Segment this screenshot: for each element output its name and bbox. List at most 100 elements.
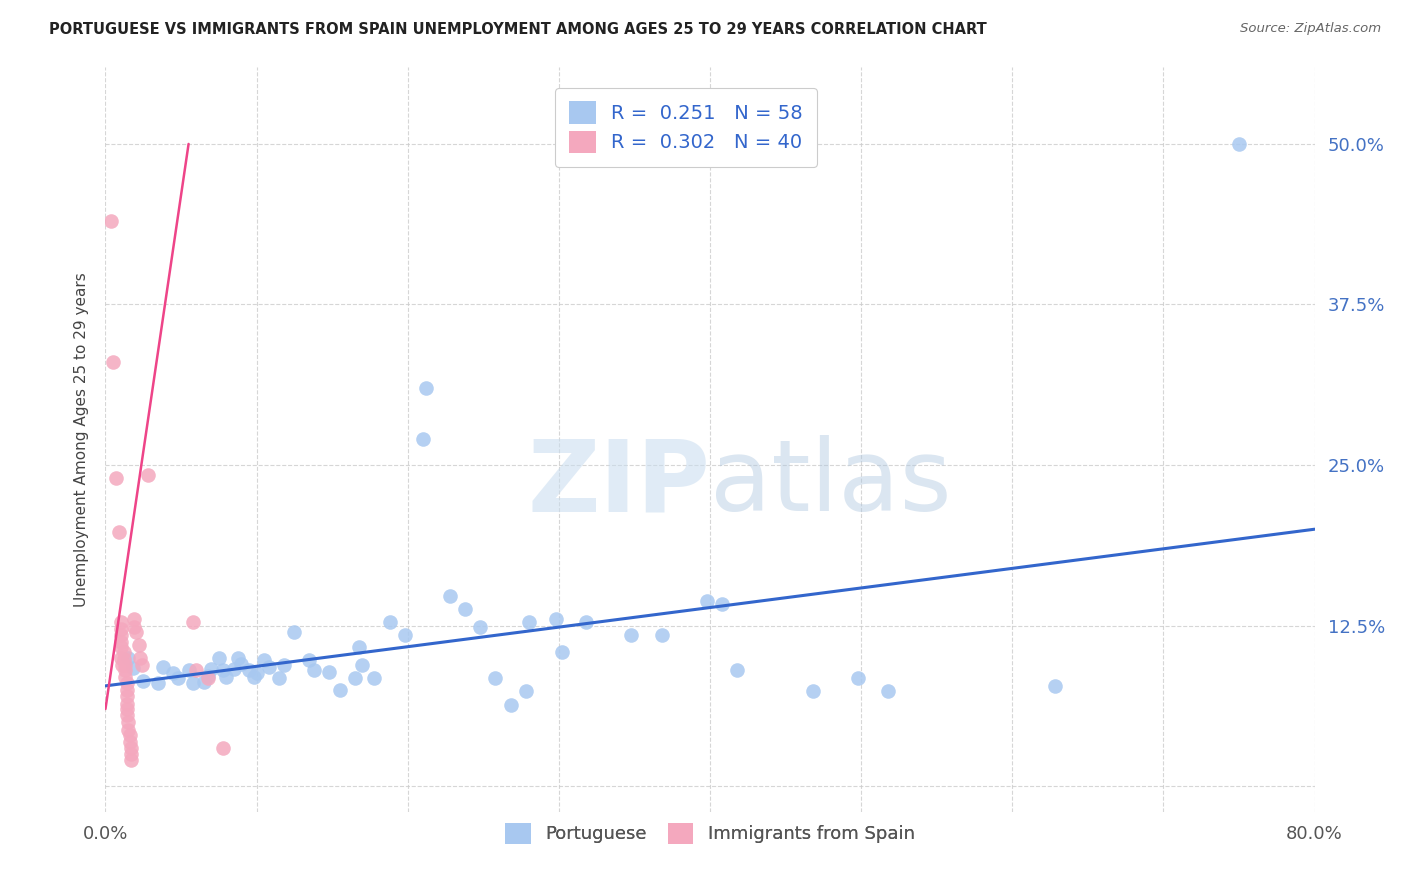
Point xyxy=(343,671,366,685)
Point xyxy=(186,664,208,678)
Point xyxy=(115,697,138,711)
Point xyxy=(212,664,235,678)
Point xyxy=(115,676,138,690)
Point xyxy=(117,723,139,737)
Point xyxy=(117,714,139,729)
Point xyxy=(329,682,352,697)
Point xyxy=(238,664,260,678)
Point xyxy=(114,664,136,678)
Point xyxy=(181,615,204,629)
Point xyxy=(1227,136,1250,151)
Point xyxy=(378,615,401,629)
Point xyxy=(120,753,142,767)
Point xyxy=(121,661,143,675)
Point xyxy=(148,676,170,690)
Point xyxy=(122,612,145,626)
Point xyxy=(117,650,139,665)
Point xyxy=(118,735,141,749)
Point xyxy=(132,673,155,688)
Point xyxy=(517,615,540,629)
Point xyxy=(349,640,371,655)
Point xyxy=(110,650,132,665)
Point xyxy=(115,708,138,723)
Point xyxy=(193,675,215,690)
Point xyxy=(118,728,141,742)
Point xyxy=(197,671,219,685)
Point xyxy=(136,468,159,483)
Point xyxy=(112,652,135,666)
Point xyxy=(167,671,190,685)
Point xyxy=(298,653,321,667)
Point xyxy=(162,666,184,681)
Point xyxy=(412,433,434,447)
Point xyxy=(415,381,437,395)
Point xyxy=(181,676,204,690)
Point xyxy=(575,615,598,629)
Point xyxy=(318,665,340,679)
Point xyxy=(114,670,136,684)
Point xyxy=(101,355,124,369)
Point xyxy=(108,524,131,539)
Point xyxy=(115,689,138,703)
Point xyxy=(105,471,128,485)
Point xyxy=(651,627,673,641)
Point xyxy=(110,640,132,655)
Point xyxy=(110,623,132,637)
Point xyxy=(242,670,264,684)
Text: atlas: atlas xyxy=(710,435,952,533)
Point xyxy=(246,666,269,681)
Point xyxy=(352,658,374,673)
Point xyxy=(394,627,416,641)
Point xyxy=(877,684,900,698)
Point xyxy=(114,658,136,673)
Point xyxy=(222,662,245,676)
Point xyxy=(269,671,291,685)
Point xyxy=(124,624,148,639)
Point xyxy=(544,612,567,626)
Point xyxy=(499,698,522,713)
Point xyxy=(112,645,135,659)
Point xyxy=(302,664,325,678)
Point xyxy=(152,659,174,673)
Point xyxy=(110,635,132,649)
Point xyxy=(620,627,643,641)
Point xyxy=(115,682,138,697)
Text: Source: ZipAtlas.com: Source: ZipAtlas.com xyxy=(1240,22,1381,36)
Point xyxy=(120,747,142,761)
Point xyxy=(801,684,824,698)
Point xyxy=(110,627,132,641)
Point xyxy=(439,589,461,603)
Point xyxy=(454,602,477,616)
Point xyxy=(228,650,250,665)
Point xyxy=(484,671,506,685)
Point xyxy=(115,702,138,716)
Point xyxy=(129,650,152,665)
Point xyxy=(470,620,492,634)
Legend: Portuguese, Immigrants from Spain: Portuguese, Immigrants from Spain xyxy=(498,816,922,851)
Point xyxy=(725,664,748,678)
Point xyxy=(283,624,305,639)
Point xyxy=(696,594,718,608)
Point xyxy=(212,740,235,755)
Point xyxy=(131,658,153,673)
Y-axis label: Unemployment Among Ages 25 to 29 years: Unemployment Among Ages 25 to 29 years xyxy=(73,272,89,607)
Point xyxy=(257,659,280,673)
Point xyxy=(551,645,574,659)
Point xyxy=(111,658,134,673)
Point xyxy=(273,658,295,673)
Point xyxy=(1043,679,1066,693)
Point xyxy=(177,664,200,678)
Point xyxy=(363,671,385,685)
Point xyxy=(231,657,253,671)
Text: PORTUGUESE VS IMMIGRANTS FROM SPAIN UNEMPLOYMENT AMONG AGES 25 TO 29 YEARS CORRE: PORTUGUESE VS IMMIGRANTS FROM SPAIN UNEM… xyxy=(49,22,987,37)
Point xyxy=(200,662,222,676)
Text: ZIP: ZIP xyxy=(527,435,710,533)
Point xyxy=(253,653,276,667)
Point xyxy=(515,684,537,698)
Point xyxy=(122,620,145,634)
Point xyxy=(100,214,122,228)
Point xyxy=(120,740,142,755)
Point xyxy=(208,650,231,665)
Point xyxy=(128,638,150,652)
Point xyxy=(215,670,238,684)
